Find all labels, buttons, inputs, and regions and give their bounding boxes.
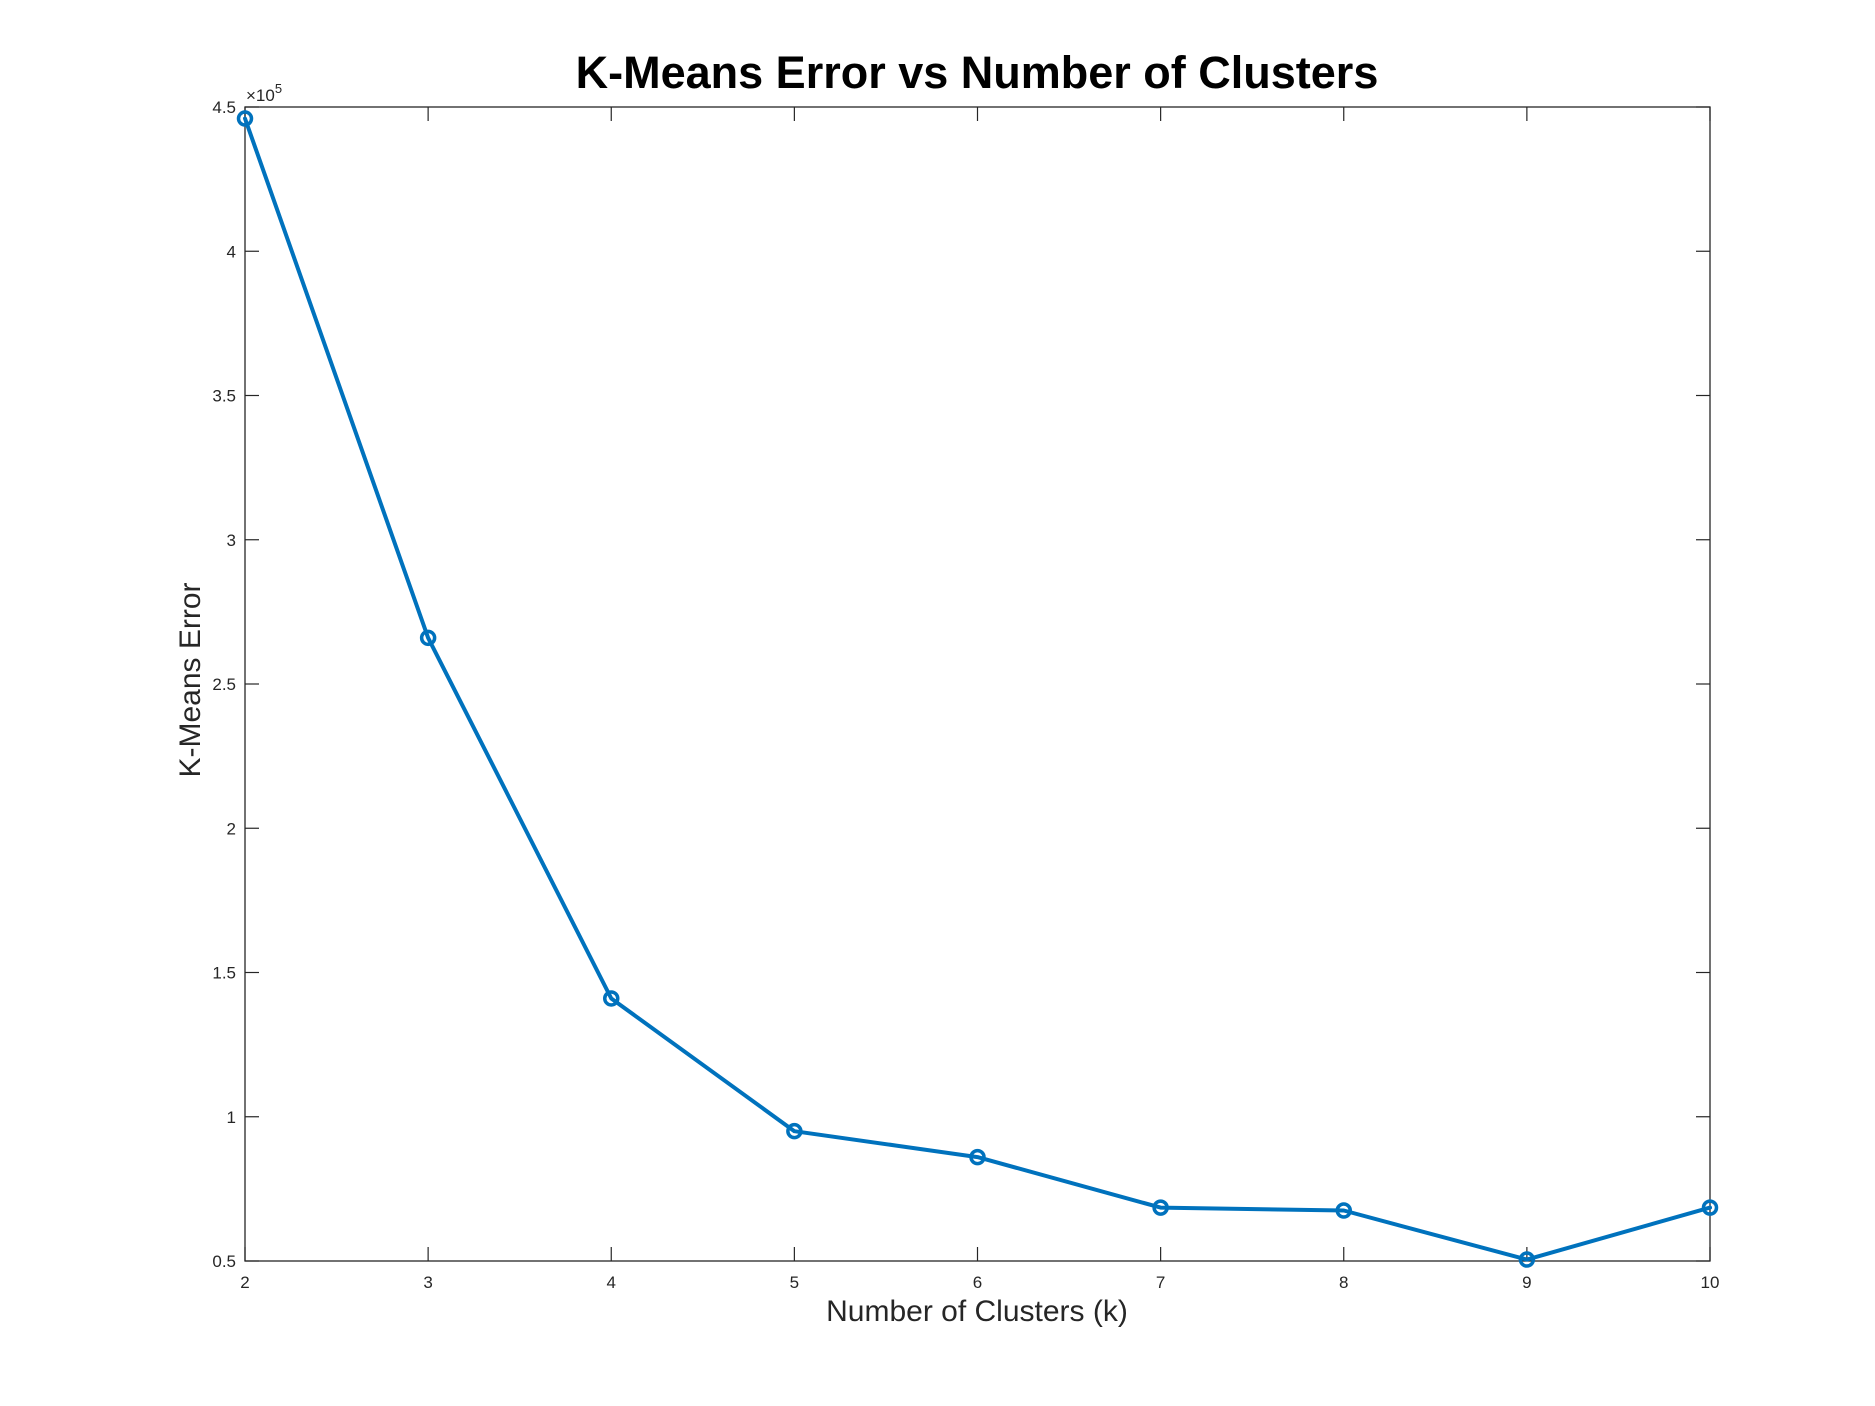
y-axis-label: K-Means Error (174, 582, 207, 777)
data-point-k-2 (236, 110, 254, 127)
y-tick-label: 2.5 (212, 675, 236, 694)
x-tick-label: 7 (1156, 1273, 1165, 1292)
y-tick-label: 4.5 (212, 98, 236, 117)
data-point-k-5 (786, 1122, 803, 1140)
series-layer (236, 110, 1719, 1268)
data-point-k-10 (1701, 1199, 1719, 1216)
x-tick-label: 5 (790, 1273, 799, 1292)
data-point-k-9 (1518, 1251, 1536, 1268)
y-tick-label: 4 (227, 242, 236, 261)
y-tick-label: 1 (227, 1108, 236, 1127)
data-point-k-7 (1152, 1199, 1169, 1216)
x-tick-label: 3 (423, 1273, 432, 1292)
x-tick-label: 10 (1701, 1273, 1720, 1292)
y-tick-label: 1.5 (212, 964, 236, 983)
y-axis-exponent-power: 5 (275, 81, 282, 96)
x-tick-label: 6 (973, 1273, 982, 1292)
axes-box (244, 106, 1711, 1262)
y-tick-label: 3.5 (212, 387, 236, 406)
y-tick-label: 2 (227, 819, 236, 838)
series-line (243, 116, 1712, 1262)
plot-area: 2 3 4 5 6 7 8 9 10 0.5 1 1.5 2 2.5 3 3.5 4 4.5 (212, 98, 1719, 1292)
data-point-k-8 (1335, 1202, 1352, 1219)
x-tick-label: 9 (1522, 1273, 1531, 1292)
x-tick-label: 4 (607, 1273, 616, 1292)
data-point-k-6 (969, 1148, 986, 1166)
y-axis-ticks: 0.5 1 1.5 2 2.5 3 3.5 4 4.5 (212, 98, 1710, 1271)
data-point-k-4 (603, 990, 620, 1007)
y-axis-exponent-base: ×10 (246, 86, 275, 105)
chart-title: K-Means Error vs Number of Clusters (576, 47, 1379, 98)
x-axis-ticks: 2 3 4 5 6 7 8 9 10 (240, 107, 1719, 1292)
data-point-k-3 (419, 629, 437, 647)
x-tick-label: 2 (240, 1273, 249, 1292)
x-axis-label: Number of Clusters (k) (826, 1295, 1128, 1328)
y-tick-label: 0.5 (212, 1252, 236, 1271)
y-tick-label: 3 (227, 531, 236, 550)
x-tick-label: 8 (1339, 1273, 1348, 1292)
y-axis-exponent: ×105 (246, 81, 282, 105)
